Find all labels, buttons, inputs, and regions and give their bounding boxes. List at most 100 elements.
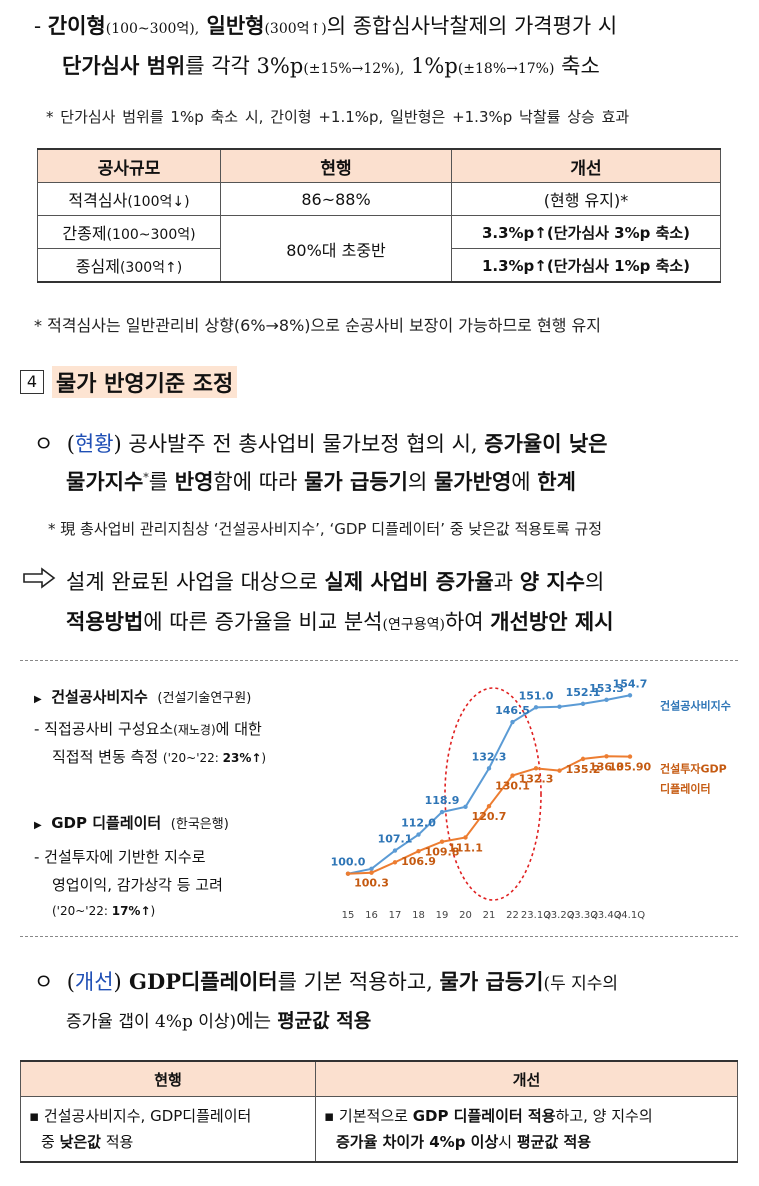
paren: (	[66, 970, 75, 994]
paren: (	[66, 432, 75, 456]
simple-type: 간이형	[47, 13, 106, 38]
scale-range: (300억↑)	[119, 260, 183, 276]
data-label: 106.9	[401, 855, 436, 868]
section-number-box: 4	[20, 370, 44, 394]
improve-line-1: ㅇ (개선) GDP디플레이터를 기본 적용하고, 물가 급등기(두 지수의	[34, 966, 618, 996]
paren: )	[113, 432, 122, 456]
data-label: 132.3	[472, 750, 507, 763]
intro-text: 의 종합심사낙찰제의 가격평가 시	[326, 14, 618, 38]
data-point	[604, 697, 609, 703]
legend-label: 디플레이터	[660, 782, 711, 796]
legend-label: 건설공사비지수	[660, 698, 731, 712]
data-point	[557, 768, 562, 773]
data-label: 153.3	[589, 682, 624, 695]
intro-range: (±18%→17%)	[457, 61, 555, 77]
arrow-text: 설계 완료된 사업을 대상으로	[66, 570, 325, 594]
index2-desc-2: 영업이익, 감가상각 등 고려	[52, 876, 223, 894]
x-tick-label: 19	[436, 910, 449, 921]
arrow-aside: (연구용역)	[382, 617, 445, 633]
highlight-ellipse	[444, 687, 542, 901]
data-point	[486, 766, 492, 771]
status-text: 를	[148, 470, 175, 494]
data-label: 152.1	[566, 686, 601, 699]
arrow-line-1: 설계 완료된 사업을 대상으로 실제 사업비 증가율과 양 지수의	[66, 566, 604, 596]
data-point	[439, 809, 445, 815]
status-text: 의	[407, 470, 434, 494]
table-note: * 적격심사는 일반관리비 상향(6%→8%)으로 순공사비 보장이 가능하므로…	[34, 316, 601, 335]
data-label: 100.0	[331, 856, 366, 869]
general-type: 일반형	[199, 13, 265, 38]
improved-cell: ▪ 기본적으로 GDP 디플레이터 적용하고, 양 지수의 증가율 차이가 4%…	[315, 1096, 738, 1163]
table-header: 현행	[20, 1060, 316, 1097]
index1-title: 건설공사비지수	[51, 688, 148, 706]
triangle-right-icon: ▶	[34, 820, 42, 831]
status-emph: 반영	[174, 469, 214, 494]
table-header: 현행	[220, 148, 452, 183]
index2-source: (한국은행)	[170, 817, 229, 832]
data-point	[439, 839, 445, 844]
data-point	[416, 832, 421, 837]
intro-text: 를 각각 3%p	[185, 54, 304, 78]
scale-range: (100억↓)	[127, 194, 190, 210]
scale-name: 종심제	[75, 257, 120, 276]
bullet: ㅇ	[34, 432, 54, 456]
intro-line-1: - 간이형(100~300억), 일반형(300억↑)의 종합심사낙찰제의 가격…	[34, 10, 617, 40]
cell-text: 하고, 양 지수의	[555, 1107, 653, 1125]
data-label: 120.7	[472, 810, 507, 823]
improve-text: 를 기본 적용하고,	[277, 970, 440, 994]
status-text: 함에 따라	[213, 470, 305, 494]
x-tick-label: 16	[365, 910, 378, 921]
scale-name: 간종제	[62, 224, 107, 243]
data-point	[627, 754, 633, 759]
improve-aside: (두 지수의	[543, 974, 619, 994]
unit-price-scope: 단가심사 범위	[62, 53, 186, 78]
x-tick-label: 15	[342, 910, 355, 921]
cell-line: 중 낮은값 적용	[29, 1129, 307, 1155]
data-label: 100.3	[354, 877, 389, 890]
general-type-range: (300억↑)	[264, 21, 327, 37]
data-label: 132.3	[519, 772, 554, 785]
desc-text: - 직접공사비 구성요소	[34, 720, 174, 738]
index1-desc-1: - 직접공사비 구성요소(재노경)에 대한	[34, 718, 262, 739]
footnote-mark: *	[143, 471, 149, 484]
status-emph: 한계	[537, 469, 576, 494]
index2-title-line: ▶ GDP 디플레이터 (한국은행)	[34, 812, 229, 833]
status-emph: 물가지수	[66, 469, 144, 494]
status-emph: 증가율이 낮은	[484, 431, 608, 456]
x-tick-label: 21	[483, 910, 496, 921]
status-note: * 現 총사업비 관리지침상 ‘건설공사비지수’, ‘GDP 디플레이터’ 중 …	[48, 520, 603, 538]
arrow-text: 과	[493, 570, 520, 594]
bullet: ㅇ	[34, 970, 54, 994]
x-tick-label: 24.1Q	[615, 910, 645, 921]
desc-text: 직접적 변동 측정	[52, 748, 163, 766]
index1-title-line: ▶ 건설공사비지수 (건설기술연구원)	[34, 686, 251, 707]
data-point	[416, 848, 421, 854]
desc-aside: ('20~'22:	[52, 904, 112, 918]
intro-text: 축소	[554, 54, 600, 78]
x-tick-label: 18	[412, 910, 425, 921]
data-point	[345, 871, 351, 876]
table-row: 종심제(300억↑) 1.3%p↑(단가심사 1%p 축소)	[37, 248, 721, 283]
paren: )	[113, 970, 122, 994]
intro-range: (±15%→12%),	[303, 61, 405, 77]
improve-text: 에는	[236, 1010, 278, 1032]
x-tick-label: 20	[459, 910, 472, 921]
table-row: 적격심사(100억↓) 86~88% (현행 유지)*	[37, 182, 721, 216]
data-label: 112.0	[401, 817, 436, 830]
data-point	[486, 803, 492, 809]
table-header: 개선	[315, 1060, 738, 1097]
data-point	[392, 860, 398, 865]
arrow-emph: 양 지수	[519, 569, 586, 594]
data-label: 109.8	[425, 846, 460, 859]
scale-cell: 간종제(100~300억)	[37, 215, 221, 249]
index2-desc-1: - 건설투자에 기반한 지수로	[34, 848, 206, 866]
cell-line: ▪ 건설공사비지수, GDP디플레이터	[29, 1107, 252, 1125]
data-point	[604, 754, 609, 759]
index2-title: GDP 디플레이터	[51, 814, 162, 832]
cell-line: 증가율 차이가 4%p 이상시 평균값 적용	[324, 1129, 729, 1155]
current-cell: 86~88%	[220, 182, 452, 216]
table-row: 간종제(100~300억) 80%대 초중반 3.3%p↑(단가심사 3%p 축…	[37, 215, 721, 283]
improved-cell: (현행 유지)*	[451, 182, 721, 216]
status-line-2: 물가지수*를 반영함에 따라 물가 급등기의 물가반영에 한계	[66, 466, 576, 496]
bid-rate-table: 공사규모 현행 개선 적격심사(100억↓) 86~88% (현행 유지)* 간…	[37, 148, 721, 283]
